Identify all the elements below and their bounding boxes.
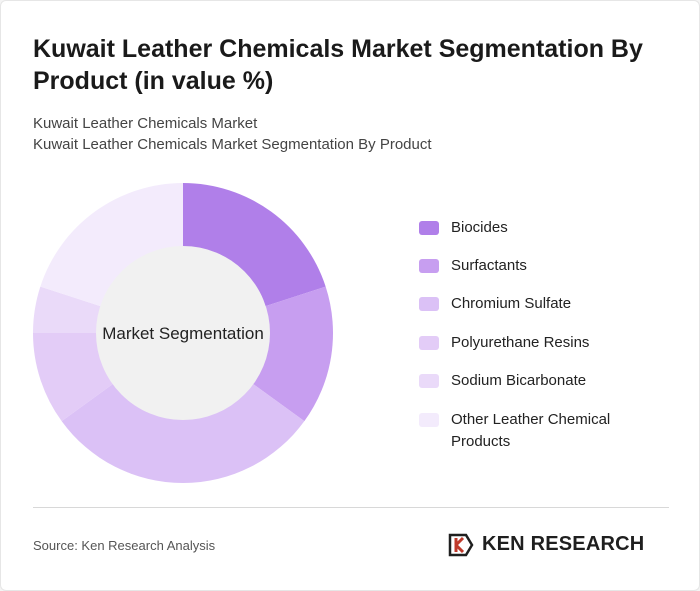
donut-hole [96,246,270,420]
logo-text: KEN RESEARCH [482,533,645,555]
ken-research-logo: KEN RESEARCH [448,531,670,559]
subtitle-market: Kuwait Leather Chemicals Market [33,115,258,132]
donut-chart: Market Segmentation [33,183,334,483]
legend-swatch [419,259,439,273]
center-label: Market Segmentation [102,324,264,343]
legend-swatch [419,297,439,311]
legend-label: Polyurethane Resins [451,334,590,351]
chart-title: Kuwait Leather Chemicals Market Segmenta… [33,35,643,95]
legend-label: Surfactants [451,257,527,274]
legend-swatch [419,413,439,427]
ken-logo-icon [448,533,474,557]
legend-swatch [419,336,439,350]
legend-label: Chromium Sulfate [451,295,572,312]
subtitle-segmentation: Kuwait Leather Chemicals Market Segmenta… [33,136,432,153]
legend-swatch [419,221,439,235]
source-text: Source: Ken Research Analysis [33,538,216,553]
legend-label: Biocides [451,219,508,236]
legend-label: Sodium Bicarbonate [451,372,587,389]
footer-divider [33,507,669,508]
legend-label: Other Leather Chemical Products [451,411,611,450]
legend-swatch [419,374,439,388]
